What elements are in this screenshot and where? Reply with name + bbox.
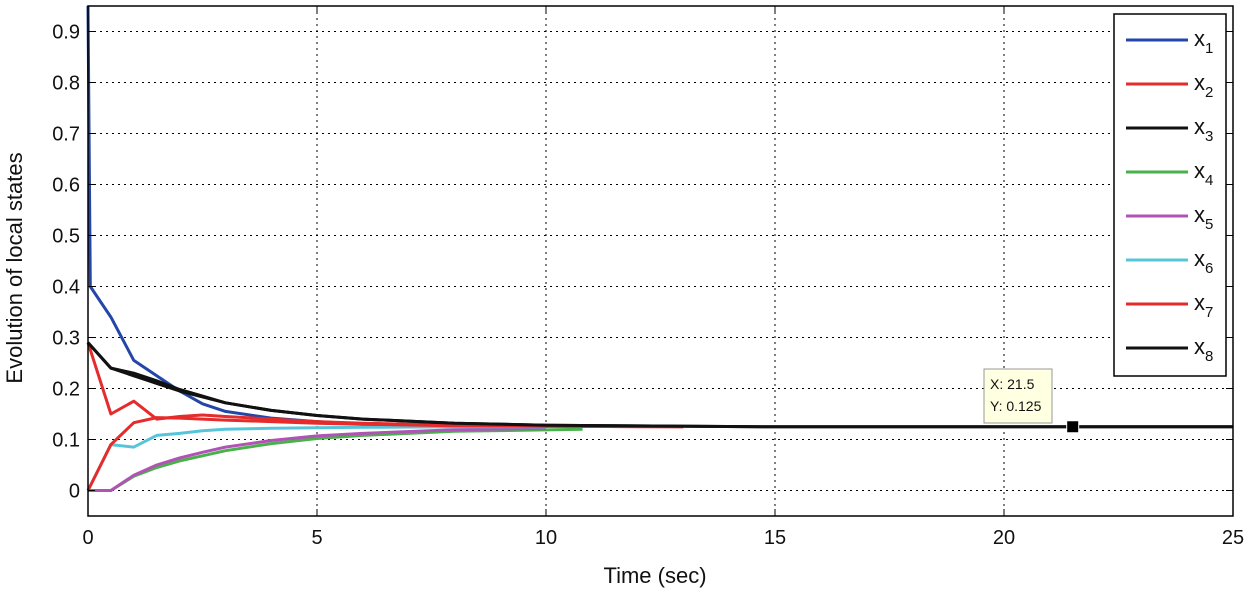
legend-label-x1: x1 — [1194, 26, 1213, 57]
legend-label-x6: x6 — [1194, 246, 1213, 277]
x-tick-label: 15 — [764, 527, 786, 549]
axis-ticks: 0 5 10 15 20 25 0 0.1 0.2 0.3 0.4 0.5 0.6 0.7 0.8 0.9 — [52, 6, 1244, 549]
legend-box — [1113, 13, 1227, 377]
series-lines — [86, 5, 1233, 492]
series-line-x7 — [86, 416, 684, 492]
series-line-x5 — [88, 426, 547, 492]
x-tick-label: 25 — [1222, 527, 1244, 549]
y-tick-label: 0.1 — [52, 430, 80, 452]
x-tick-label: 5 — [311, 527, 322, 549]
datatip-box — [983, 368, 1053, 424]
legend[interactable]: x1 x2 x3 x4 x5 x6 x7 x8 — [1113, 13, 1227, 377]
y-tick-label: 0.7 — [52, 124, 80, 146]
y-tick-label: 0.4 — [52, 277, 80, 299]
y-tick-label: 0.3 — [52, 328, 80, 350]
y-axis-label: Evolution of local states — [2, 152, 27, 383]
legend-label-x7: x7 — [1194, 290, 1213, 321]
plot-area — [88, 6, 1233, 516]
data-tip[interactable]: X: 21.5 Y: 0.125 — [983, 368, 1080, 434]
y-tick-label: 0.2 — [52, 379, 80, 401]
y-tick-label: 0.5 — [52, 226, 80, 248]
y-tick-label: 0 — [69, 481, 80, 503]
legend-label-x4: x4 — [1194, 158, 1213, 189]
y-tick-label: 0.8 — [52, 73, 80, 95]
datatip-x: X: 21.5 — [990, 376, 1035, 392]
datatip-marker[interactable] — [1066, 420, 1080, 434]
legend-label-x8: x8 — [1194, 334, 1213, 365]
y-tick-label: 0.9 — [52, 22, 80, 44]
x-axis-label: Time (sec) — [603, 563, 706, 588]
datatip-y: Y: 0.125 — [990, 398, 1042, 414]
legend-label-x3: x3 — [1194, 114, 1213, 145]
legend-label-x5: x5 — [1194, 202, 1213, 233]
y-tick-label: 0.6 — [52, 175, 80, 197]
series-line-x8 — [86, 341, 1233, 429]
x-tick-label: 10 — [535, 527, 557, 549]
plot-frame — [87, 5, 1234, 517]
series-line-x6 — [86, 425, 546, 492]
x-tick-label: 20 — [993, 527, 1015, 549]
x-tick-label: 0 — [82, 527, 93, 549]
legend-label-x2: x2 — [1194, 70, 1213, 101]
